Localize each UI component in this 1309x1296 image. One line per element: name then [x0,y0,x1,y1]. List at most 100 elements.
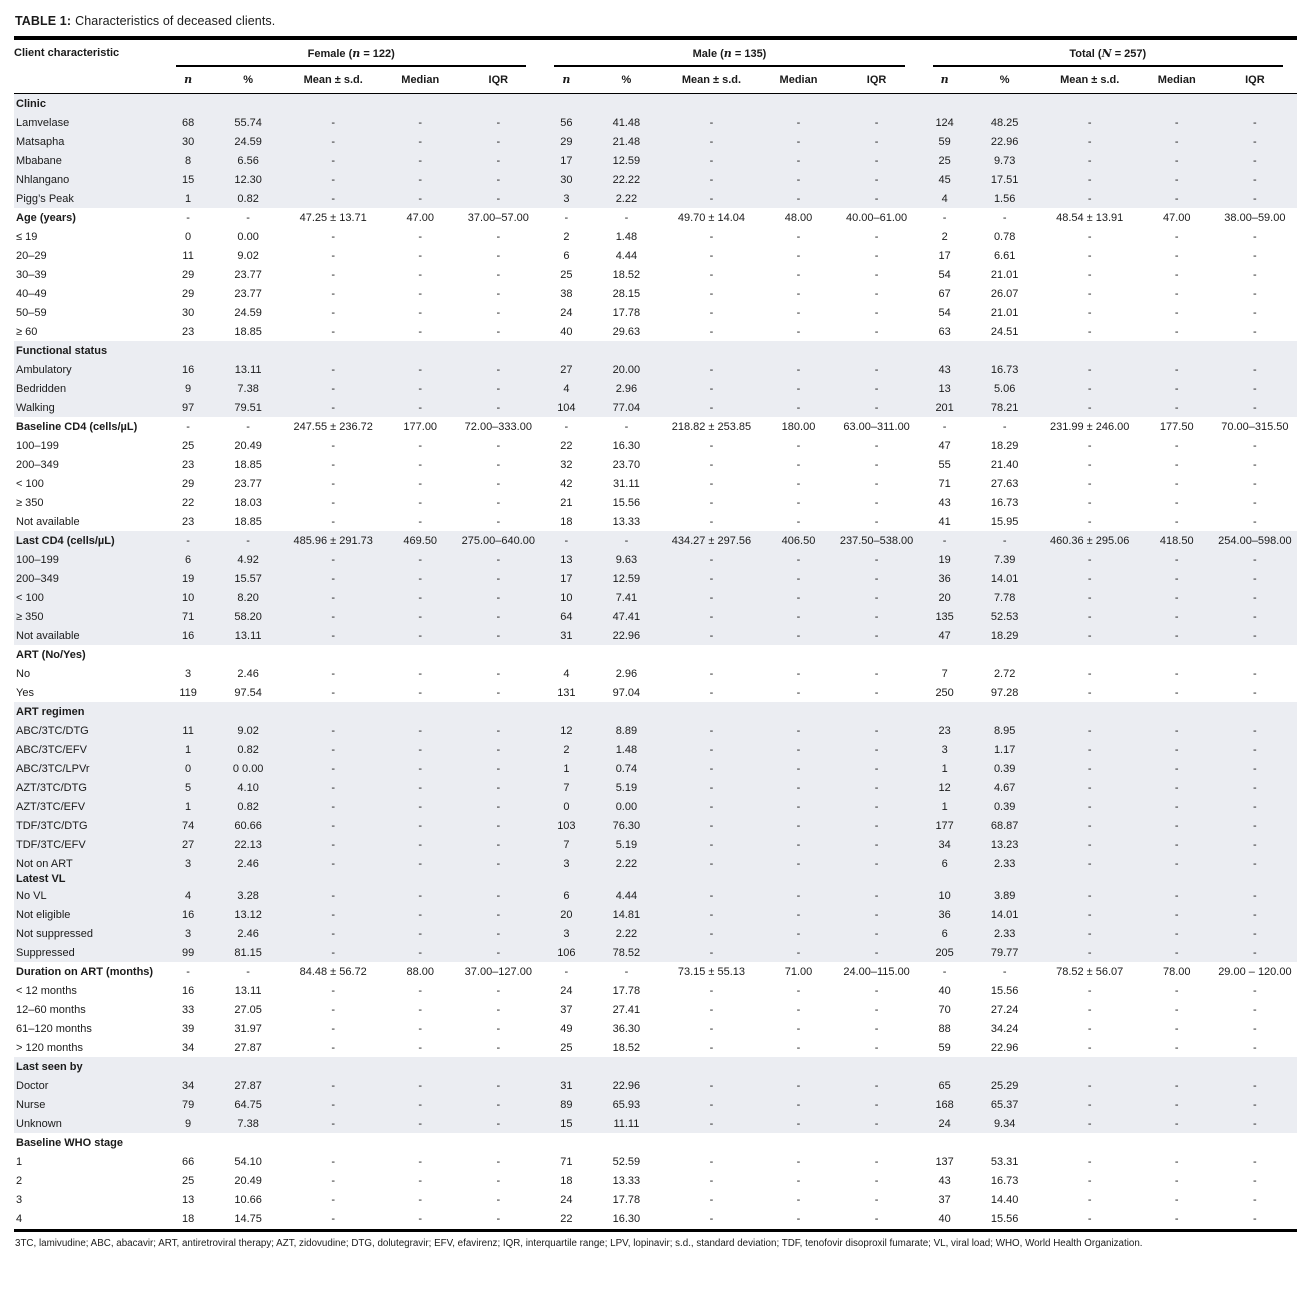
data-cell [162,1133,214,1152]
data-cell: - [942,211,947,224]
data-cell: 68 [162,113,215,132]
data-cell: - [331,667,336,680]
data-cell: - [496,496,501,509]
data-cell [919,1133,971,1152]
row-label: ABC/3TC/DTG [14,721,163,740]
data-cell: - [1212,588,1297,607]
data-cell: 43 [938,496,951,509]
data-cell: - [418,477,423,490]
data-cell: - [660,132,763,151]
data-cell: 36 [918,569,971,588]
data-cell [918,873,971,886]
data-cell: 13 [918,379,971,398]
section-label: Functional status [14,341,163,360]
data-cell: 31.11 [613,477,640,490]
data-cell: - [331,1155,336,1168]
data-cell: - [1253,477,1257,490]
data-cell: - [384,905,457,924]
data-cell: - [762,924,835,943]
subcol-mean-male: Mean ± s.d. [660,67,763,94]
data-cell: - [1174,515,1179,528]
data-cell: - [660,854,763,873]
data-cell: 6.61 [993,249,1016,262]
data-cell: - [874,1212,879,1225]
data-cell: - [1038,1076,1141,1095]
data-cell: - [456,924,541,943]
data-cell: 0.82 [214,740,283,759]
data-cell: - [1087,249,1092,262]
data-cell: 2 [941,230,948,243]
data-cell: - [942,420,947,433]
data-cell: - [834,626,919,645]
data-cell [282,702,385,721]
data-cell [1212,873,1297,886]
data-cell: 1 [918,759,971,778]
data-cell: 42 [560,477,573,490]
data-cell: 12.59 [592,569,661,588]
data-cell: - [796,984,801,997]
subcol-n-female: n [162,67,215,94]
data-cell: 13.11 [214,360,283,379]
data-cell: - [874,249,879,262]
male-group-header: Male (n = 135) [540,40,918,67]
data-cell: - [874,477,879,490]
data-cell: 45 [918,170,971,189]
data-cell: 17.78 [612,306,641,319]
data-cell [762,873,835,886]
data-row: Bedridden 9 7.38- - -4 2.96- - -13 5.06- - - [14,379,1297,398]
data-cell [282,1133,384,1152]
data-cell: 2.46 [214,854,283,873]
data-cell [456,93,541,113]
data-cell: 15 [162,170,215,189]
data-cell: 20.49 [234,439,262,452]
data-cell: - [834,886,919,905]
data-cell: - [709,1041,714,1054]
data-cell: 52.59 [612,1155,641,1168]
data-cell: 9 [162,1114,215,1133]
data-cell: 2.33 [970,924,1039,943]
section-header-row: Duration on ART (months) - - 84.48 ± 56.72 8… [14,962,1297,981]
row-label: ≥ 60 [16,325,38,338]
data-cell: - [1253,984,1257,997]
data-cell: - [1087,1174,1092,1187]
data-cell [762,341,835,360]
data-cell: - [1253,1174,1257,1187]
data-cell: - [418,984,423,997]
data-cell: 2.96 [592,379,661,398]
data-cell: - [1140,905,1213,924]
data-cell: 24 [560,306,573,319]
section-header-row: ART regimen [14,702,1297,721]
data-cell [660,93,763,113]
data-cell: 418.50 [1140,531,1213,550]
data-cell: - [834,607,919,626]
data-cell: - [1140,398,1213,417]
data-cell: - [496,477,501,490]
data-cell: 11 [162,721,215,740]
data-cell: - [331,477,336,490]
data-cell: - [762,170,835,189]
data-cell: 14.01 [970,905,1039,924]
data-cell: - [496,230,501,243]
data-cell: - [624,211,629,224]
data-cell: 73.15 ± 55.13 [677,965,746,978]
data-cell: - [1174,1041,1179,1054]
row-label: Not suppressed [14,924,163,943]
data-cell [384,341,457,360]
data-cell: 0.00 [592,797,661,816]
data-cell: 18.29 [970,626,1039,645]
data-cell: - [762,360,835,379]
data-cell: - [592,531,661,550]
data-cell: 2.46 [237,667,259,680]
data-cell: 13.33 [612,1174,641,1187]
subcol-iqr-total: IQR [1212,67,1297,94]
data-cell: - [384,398,457,417]
data-cell [540,93,593,113]
data-cell: - [1038,835,1141,854]
row-label: Suppressed [14,943,163,962]
row-label: 2 [16,1174,23,1187]
data-cell: - [1174,1212,1179,1225]
data-cell: 15.56 [990,984,1019,997]
data-row: < 100 10 8.20- - -10 7.41- - -20 7.78- - - [14,588,1297,607]
data-cell: - [1140,379,1213,398]
data-cell: 10 [162,588,215,607]
